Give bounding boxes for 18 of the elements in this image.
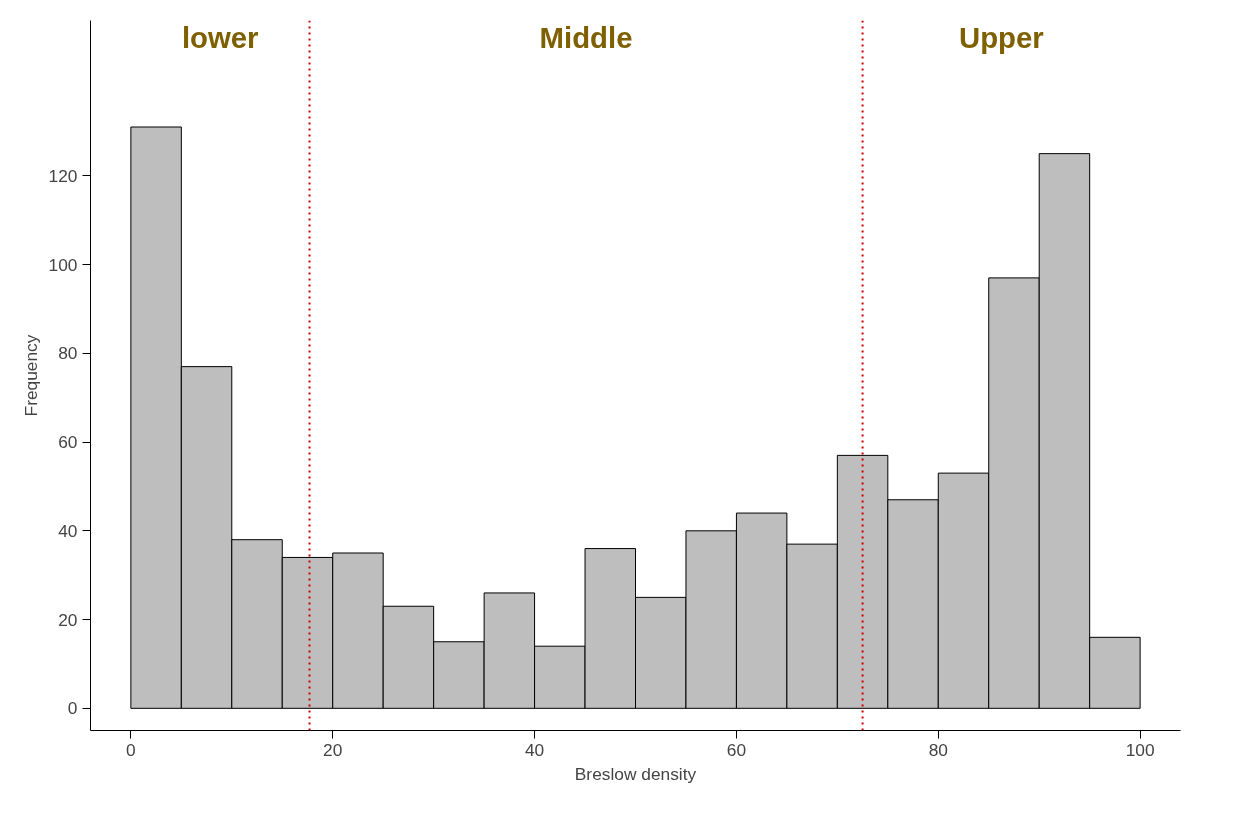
x-tick-label: 100 (1125, 739, 1155, 760)
x-tick-label: 60 (726, 739, 747, 760)
y-tick-label: 0 (67, 698, 78, 719)
annotation: Upper (958, 20, 1044, 54)
x-tick-label: 0 (126, 739, 136, 760)
annotation: Middle (539, 20, 633, 54)
x-tick-label: 80 (928, 739, 948, 760)
y-axis-title: Frequency (20, 334, 41, 417)
x-tick-label: 40 (524, 739, 545, 760)
y-tick-label: 60 (58, 432, 78, 453)
y-tick-label: 120 (48, 165, 78, 186)
y-tick-label: 20 (58, 609, 78, 630)
x-tick-label: 20 (323, 739, 343, 760)
y-tick-label: 100 (48, 254, 78, 275)
annotation: lower (181, 20, 259, 54)
y-tick-label: 80 (58, 343, 78, 364)
y-tick-label: 40 (58, 520, 78, 541)
x-axis-title: Breslow density (574, 763, 697, 784)
